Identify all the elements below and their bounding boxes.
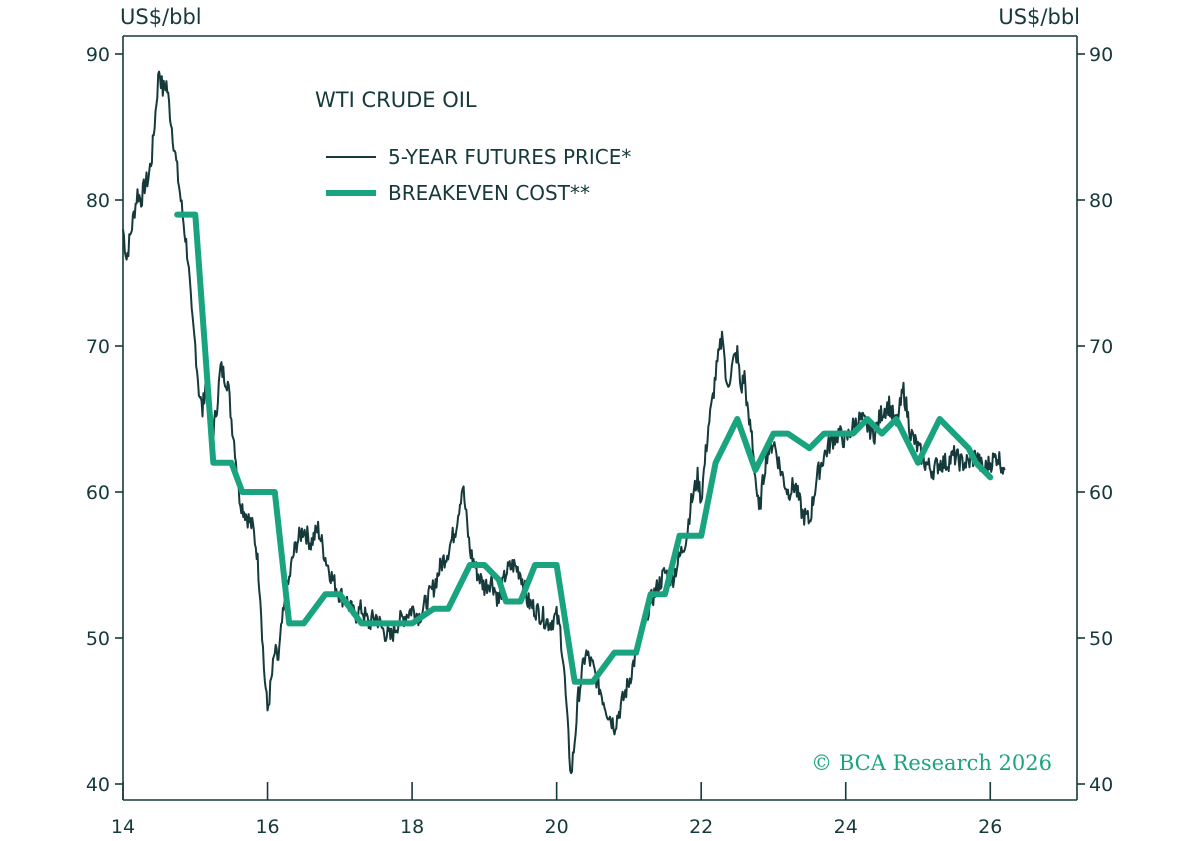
x-tick-label: 22: [689, 816, 713, 838]
legend-label-breakeven: BREAKEVEN COST**: [388, 181, 590, 205]
axis-ticks: [115, 53, 1085, 800]
x-tick-label: 26: [978, 816, 1002, 838]
x-tick-label: 18: [400, 816, 424, 838]
x-tick-label: 24: [834, 816, 858, 838]
left-axis-unit-label: US$/bbl: [120, 5, 202, 29]
legend-label-futures: 5-YEAR FUTURES PRICE*: [388, 145, 631, 169]
y-tick-label-right: 40: [1089, 774, 1113, 796]
y-tick-label-left: 60: [86, 482, 110, 504]
x-tick-label: 20: [545, 816, 569, 838]
series-line-breakeven: [174, 211, 994, 685]
y-tick-label-left: 90: [86, 44, 110, 66]
y-tick-label-right: 70: [1089, 336, 1113, 358]
right-axis-unit-label: US$/bbl: [998, 5, 1080, 29]
y-tick-label-left: 40: [86, 774, 110, 796]
x-tick-label: 14: [111, 816, 135, 838]
y-tick-label-left: 50: [86, 628, 110, 650]
y-tick-label-left: 80: [86, 190, 110, 212]
y-tick-label-right: 60: [1089, 482, 1113, 504]
y-tick-label-right: 90: [1089, 44, 1113, 66]
y-tick-label-right: 80: [1089, 190, 1113, 212]
axis-tick-labels: 40 40 50 50 60 60 70 70 80 80 90 90 14 16 18 20 22 24 26: [86, 44, 1113, 838]
chart-title: WTI CRUDE OIL: [315, 88, 477, 112]
legend: 5-YEAR FUTURES PRICE* BREAKEVEN COST**: [326, 145, 631, 205]
credit-text: © BCA Research 2026: [811, 751, 1052, 775]
series-layer: [122, 70, 1006, 775]
x-tick-label: 16: [255, 816, 279, 838]
plot-frame: [122, 35, 1078, 801]
y-tick-label-right: 50: [1089, 628, 1113, 650]
y-tick-label-left: 70: [86, 336, 110, 358]
